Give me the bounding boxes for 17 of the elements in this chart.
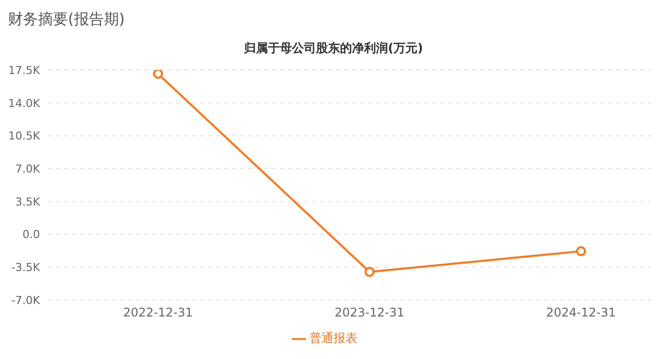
point [364, 266, 374, 277]
x-tick-label: 2022-12-31 [123, 306, 193, 320]
chart-subtitle: 归属于母公司股东的净利润(万元) [243, 40, 424, 57]
chart-title: 财务摘要(报告期) [8, 10, 125, 29]
y-tick-label: 17.5K [8, 64, 41, 77]
y-tick-label: 10.5K [8, 130, 41, 143]
y-tick-label: 7.0K [15, 162, 41, 176]
y-tick-label: -3.5K [11, 261, 41, 274]
x-tick-label: 2024-12-31 [546, 306, 616, 320]
x-tick-label: 2023-12-31 [334, 306, 404, 320]
y-tick-label: -7.0K [11, 294, 41, 307]
y-tick-label: 0.0 [22, 228, 40, 242]
legend-label: 普通报表 [310, 331, 358, 345]
y-tick-label: 14.0K [8, 96, 41, 110]
point [153, 70, 163, 79]
y-tick-label: 3.5K [15, 195, 41, 208]
point [576, 246, 586, 256]
